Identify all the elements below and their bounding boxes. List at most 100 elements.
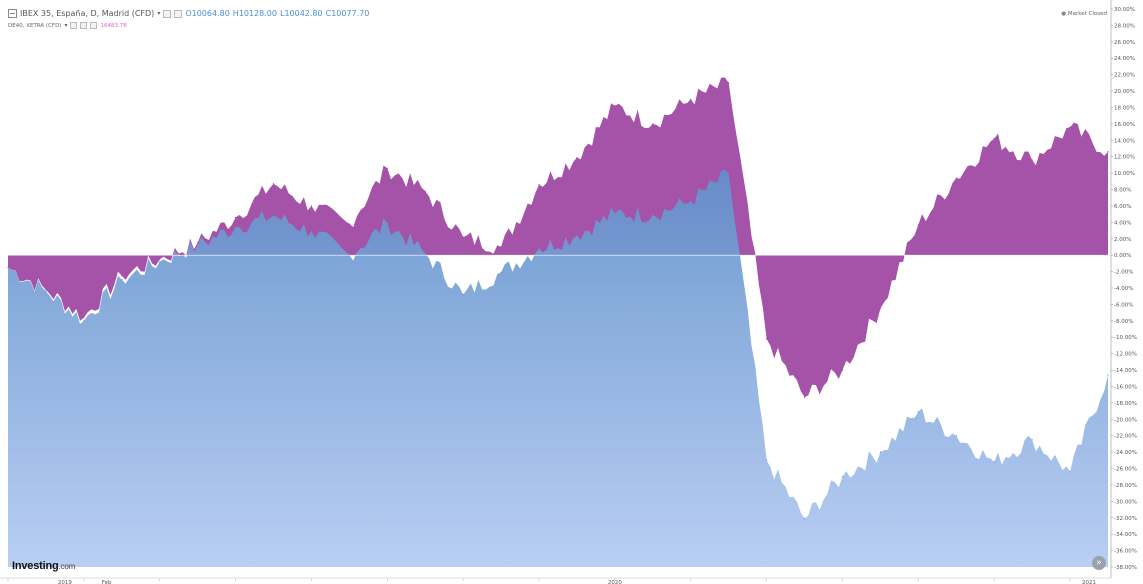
series-2-point [272, 215, 275, 217]
series-1-point [83, 316, 85, 319]
legend-secondary[interactable]: DE40, XETRA (CFD) ▾ 16483.76 [8, 22, 127, 29]
series-1-point [841, 369, 844, 371]
remove2-icon[interactable] [90, 22, 98, 29]
series-2-point [576, 234, 578, 237]
y-tick-label: 30.00% [1114, 7, 1135, 13]
series-1-point [1031, 159, 1033, 161]
y-tick-label: 12.00% [1114, 155, 1135, 161]
series-1-point [500, 246, 502, 248]
series-1-point [1107, 151, 1109, 153]
series-2-point [538, 248, 540, 250]
y-axis[interactable]: 30.00% 28.00% 26.00% 24.00% 22.00% 20.00% 18.0… [1110, 0, 1137, 578]
logo-domain: .com [58, 562, 76, 571]
y-tick-label: -6.00% [1114, 302, 1133, 308]
y-tick-label: -22.00% [1114, 434, 1137, 440]
series-1-point [462, 236, 464, 238]
x-axis[interactable]: 2019 Feb 2020 2021 [0, 577, 1111, 584]
series-1-point [879, 307, 882, 310]
y-tick-label: 24.00% [1114, 56, 1135, 62]
y-tick-label: -32.00% [1114, 516, 1137, 522]
y-tick-label: 0.00% [1114, 253, 1131, 259]
visibility-icon[interactable] [70, 22, 78, 29]
series-1-point [614, 105, 616, 107]
series-2-point [728, 173, 730, 175]
series-1-point [955, 177, 957, 179]
y-tick-label: 10.00% [1114, 171, 1135, 177]
series-2-point [803, 517, 806, 520]
series-1-point [121, 275, 123, 277]
close-value: C10077.70 [325, 9, 370, 18]
series-1-point [159, 258, 161, 260]
series-2-point [121, 279, 123, 281]
series-1-area[interactable] [8, 77, 1108, 398]
low-value: L10042.80 [279, 9, 323, 18]
series-2-point [993, 461, 995, 463]
market-status-label: Market Closed [1067, 11, 1107, 17]
series-2-point [159, 261, 161, 263]
series-1-point [234, 216, 237, 219]
y-tick-label: -34.00% [1114, 532, 1137, 538]
series-2-point [424, 252, 426, 255]
series-2-point [1069, 471, 1071, 473]
x-tick-label: Feb [102, 580, 112, 584]
series-2-area[interactable] [8, 169, 1108, 567]
symbol-dropdown-icon[interactable]: ▾ [157, 10, 161, 17]
series-1-point [424, 190, 426, 192]
series-1-point [348, 223, 350, 225]
y-tick-label: 26.00% [1114, 40, 1135, 46]
series-2-point [310, 230, 313, 232]
series-1-point [576, 156, 578, 159]
series-2-point [197, 244, 199, 246]
series-2-point [500, 271, 502, 274]
status-dot-icon: ● [1061, 11, 1068, 17]
series-2-point [1031, 439, 1033, 441]
scroll-to-realtime-button[interactable]: » [1092, 556, 1106, 570]
y-tick-label: -2.00% [1114, 270, 1133, 276]
collapse-square-icon[interactable] [8, 9, 17, 18]
series-2-point [841, 476, 844, 478]
secondary-value: 16483.76 [100, 22, 127, 29]
primary-symbol: IBEX 35, España, D, Madrid (CFD) [20, 9, 155, 18]
series-1-point [652, 123, 654, 125]
series-2-point [1107, 374, 1109, 376]
x-tick-label: 2019 [58, 580, 72, 584]
y-tick-label: -36.00% [1114, 549, 1137, 555]
settings2-icon[interactable] [80, 22, 88, 29]
y-tick-label: -28.00% [1114, 483, 1137, 489]
investing-logo[interactable]: Investing.com [12, 560, 75, 572]
series-1-point [197, 242, 199, 244]
y-tick-label: 2.00% [1114, 237, 1131, 243]
series-2-point [917, 411, 919, 413]
x-tick-label: 2020 [608, 580, 622, 584]
series-1-point [538, 184, 540, 186]
series-2-point [652, 214, 654, 216]
secondary-symbol: DE40, XETRA (CFD) [8, 22, 62, 29]
series-2-point [955, 435, 957, 437]
y-tick-label: -4.00% [1114, 286, 1133, 292]
y-tick-label: -14.00% [1114, 368, 1137, 374]
y-tick-label: -8.00% [1114, 319, 1133, 325]
symbol2-dropdown-icon[interactable]: ▾ [64, 22, 68, 29]
remove-icon[interactable] [174, 9, 183, 18]
x-tick-label: 2021 [1082, 580, 1096, 584]
y-tick-label: -10.00% [1114, 335, 1137, 341]
series-2-point [7, 266, 9, 269]
series-1-point [45, 289, 47, 291]
logo-brand: Investing [12, 560, 59, 572]
y-tick-label: 8.00% [1114, 188, 1131, 194]
y-tick-label: -16.00% [1114, 384, 1137, 390]
legend-primary[interactable]: IBEX 35, España, D, Madrid (CFD) ▾ O1006… [8, 9, 369, 18]
y-tick-label: -12.00% [1114, 352, 1137, 358]
settings-icon[interactable] [163, 9, 172, 18]
series-1-point [766, 338, 768, 340]
series-1-point [917, 224, 919, 226]
y-tick-label: 18.00% [1114, 105, 1135, 111]
series-1-point [310, 205, 313, 207]
series-1-point [803, 396, 806, 398]
y-tick-label: 16.00% [1114, 122, 1135, 128]
series-2-point [386, 222, 388, 224]
y-tick-label: 22.00% [1114, 73, 1135, 79]
series-2-point [83, 320, 85, 322]
series-1-point [1069, 126, 1071, 128]
